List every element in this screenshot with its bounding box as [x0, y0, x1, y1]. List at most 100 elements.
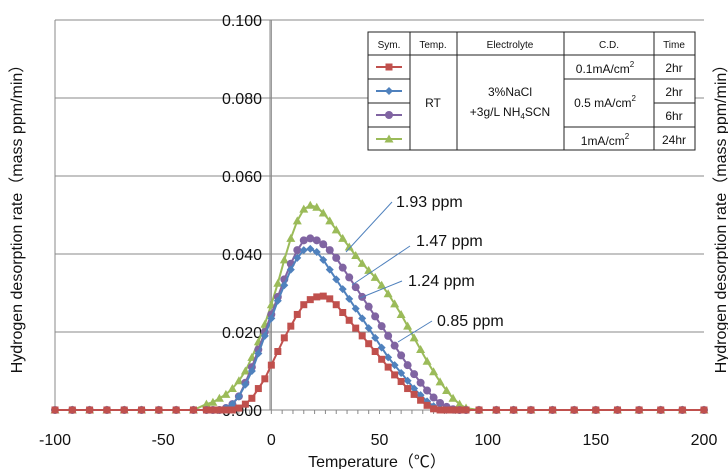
data-point [417, 396, 425, 404]
data-point [358, 314, 367, 323]
data-point [435, 377, 445, 386]
data-point [306, 244, 315, 253]
data-point [68, 406, 76, 414]
data-point [448, 393, 458, 402]
x-tick-label: 150 [582, 432, 609, 449]
data-point [86, 406, 94, 414]
data-point [222, 406, 230, 414]
data-point [364, 324, 373, 333]
data-point [378, 355, 386, 363]
data-point [326, 295, 334, 303]
annotation-leader-4 [397, 320, 433, 343]
data-point [325, 216, 335, 225]
x-tick-label: 0 [267, 432, 276, 449]
data-point [305, 200, 315, 209]
data-point [319, 240, 328, 249]
data-point [410, 370, 419, 379]
data-point [383, 289, 393, 298]
data-point [371, 312, 380, 321]
data-point [267, 361, 275, 369]
data-point [286, 265, 295, 274]
series-square [51, 292, 708, 414]
data-point [397, 351, 406, 360]
data-point [549, 406, 557, 414]
data-point [339, 309, 347, 316]
data-point [254, 349, 263, 358]
legend-header-cd: C.D. [599, 40, 619, 51]
legend-header-sym: Sym. [378, 40, 401, 51]
x-tick-label: 50 [371, 432, 389, 449]
legend-electrolyte-line2: +3g/L NH4SCN [470, 105, 550, 121]
data-point [384, 331, 393, 340]
data-point [358, 332, 366, 340]
data-point [357, 258, 367, 267]
data-point [260, 331, 269, 340]
data-point [274, 348, 282, 355]
legend-header-temp: Temp. [419, 40, 446, 51]
data-point [293, 310, 301, 318]
legend-cd-2: 0.5 mA/cm2 [574, 94, 636, 110]
data-point [351, 283, 360, 292]
data-point [287, 322, 295, 330]
data-point [409, 333, 419, 342]
annotations: 1.93 ppm 1.47 ppm 1.24 ppm 0.85 ppm [345, 194, 504, 343]
data-point [390, 299, 400, 308]
data-point [279, 255, 289, 264]
data-point [280, 334, 288, 342]
legend-cd-1: 0.1mA/cm2 [576, 60, 635, 76]
data-point [345, 294, 354, 303]
x-tick-label: 200 [691, 432, 718, 449]
data-point [120, 406, 128, 414]
legend-marker-diamond [385, 87, 393, 95]
data-point [429, 393, 438, 402]
data-point [390, 341, 399, 350]
data-point [209, 406, 217, 414]
legend-table: Sym. Temp. Electrolyte C.D. Time RT 3%Na… [367, 31, 696, 151]
data-point [228, 406, 236, 414]
data-point [423, 401, 431, 409]
data-point [410, 384, 419, 393]
data-point [403, 376, 412, 385]
legend-time-4: 24hr [662, 133, 686, 147]
data-point [338, 233, 348, 242]
data-point [208, 397, 218, 406]
data-point [241, 400, 249, 408]
data-point [396, 309, 406, 318]
data-point [332, 253, 341, 262]
annotation-2: 1.47 ppm [416, 233, 483, 250]
data-point [436, 406, 444, 414]
data-point [344, 242, 354, 251]
data-point [678, 406, 686, 414]
data-point [423, 386, 432, 395]
data-point [155, 406, 163, 414]
data-point [377, 343, 386, 352]
data-point [247, 367, 256, 375]
annotation-4: 0.85 ppm [437, 313, 504, 330]
data-point [371, 348, 379, 355]
data-point [202, 406, 210, 414]
data-point [456, 406, 464, 414]
data-point [221, 389, 231, 398]
legend-time-2: 2hr [665, 85, 682, 99]
data-point [403, 321, 413, 330]
annotation-leader-3 [359, 280, 403, 299]
data-point [416, 378, 425, 387]
data-point [404, 385, 412, 393]
data-point [293, 246, 302, 255]
legend-marker-square [385, 63, 393, 71]
data-point [332, 301, 340, 309]
data-point [397, 368, 406, 377]
data-point [365, 340, 373, 348]
y-tick-label: 0.100 [222, 13, 262, 30]
legend-marker-circle [385, 111, 393, 119]
data-point [319, 292, 327, 300]
data-point [443, 406, 451, 414]
data-point [377, 322, 386, 331]
y-tick-label: 0.020 [222, 325, 262, 342]
data-point [352, 324, 360, 332]
data-point [300, 301, 308, 309]
data-point [312, 202, 322, 211]
data-point [331, 225, 341, 234]
x-tick-label: 100 [474, 432, 501, 449]
